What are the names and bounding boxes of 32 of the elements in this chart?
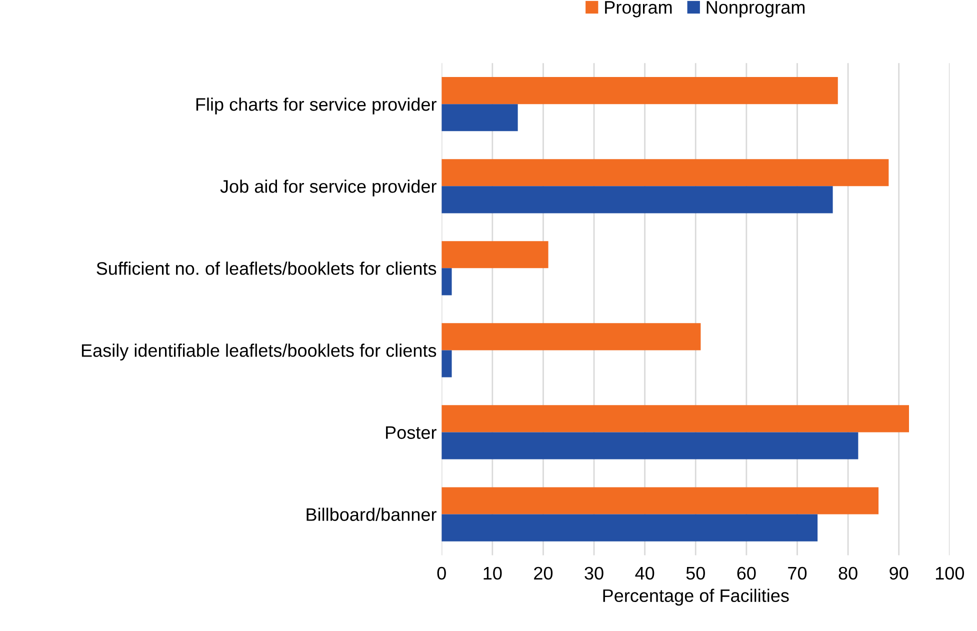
x-axis-title: Percentage of Facilities xyxy=(603,588,789,606)
bar xyxy=(442,323,701,350)
bar xyxy=(442,432,858,460)
x-tick-label: 10 xyxy=(484,566,502,580)
y-tick-label: Sufficient no. of leaflets/booklets for clients xyxy=(96,262,436,275)
bar xyxy=(442,159,889,186)
bar xyxy=(442,514,818,542)
x-tick-label: 70 xyxy=(788,566,807,580)
x-tick-label: 0 xyxy=(437,566,446,580)
y-tick-label: Job aid for service provider xyxy=(220,180,436,196)
x-tick-label: 40 xyxy=(635,566,654,580)
x-tick-label: 100 xyxy=(936,566,964,580)
y-tick-label: Poster xyxy=(386,426,436,439)
bar xyxy=(442,487,879,514)
bar xyxy=(442,405,909,432)
legend-label: Program xyxy=(605,1,672,18)
legend-label: Nonprogram xyxy=(706,1,805,18)
x-tick-label: 30 xyxy=(584,566,604,580)
bar xyxy=(442,350,452,378)
x-tick-label: 20 xyxy=(534,566,553,580)
x-tick-label: 50 xyxy=(686,566,705,580)
x-tick-label: 60 xyxy=(737,566,756,580)
y-tick-label: Billboard/banner xyxy=(306,508,436,521)
bar xyxy=(442,241,548,268)
bar xyxy=(442,104,518,132)
x-tick-label: 90 xyxy=(890,566,908,580)
x-tick-label: 80 xyxy=(838,566,858,580)
bar xyxy=(442,268,452,296)
bar xyxy=(442,186,833,214)
bar xyxy=(442,77,838,104)
y-tick-label: Easily identifiable leaflets/booklets for clients xyxy=(82,344,436,360)
y-tick-label: Flip charts for service provider xyxy=(196,98,436,114)
